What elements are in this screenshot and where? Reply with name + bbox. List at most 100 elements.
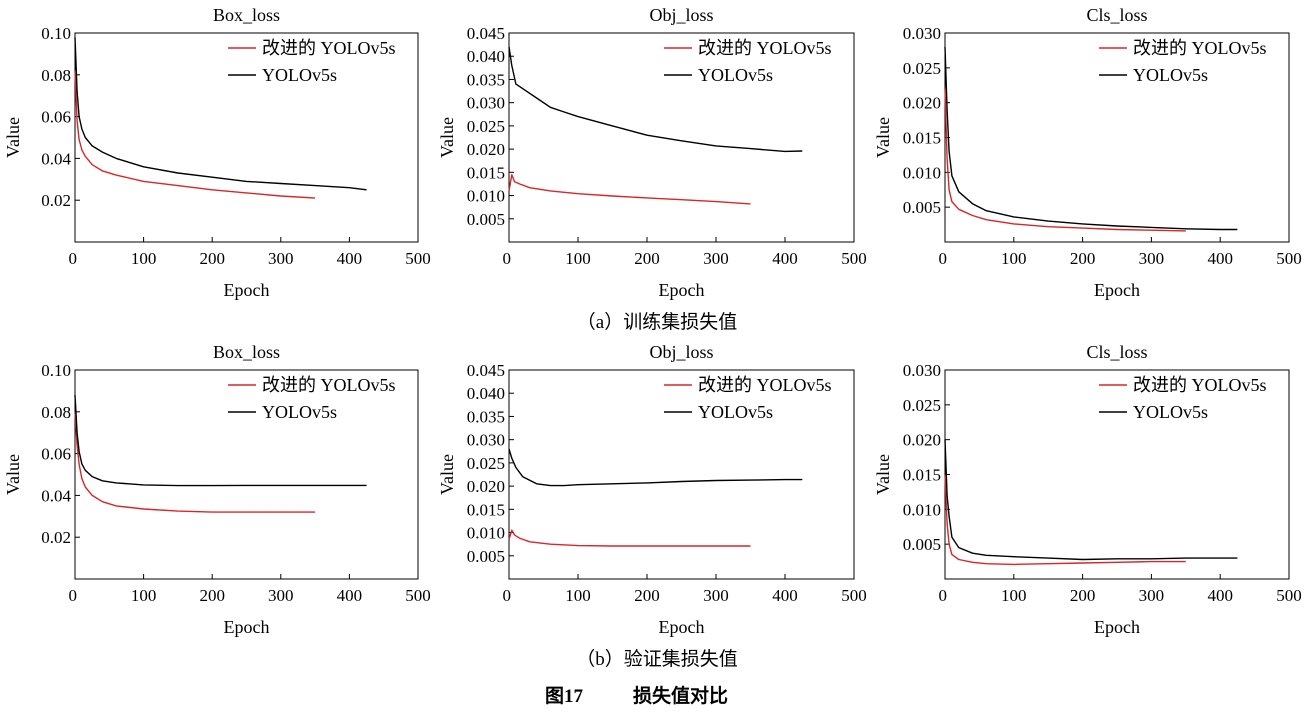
x-tick-label: 500: [405, 249, 431, 268]
legend-label: YOLOv5s: [698, 65, 773, 85]
row-caption-validation: （b）验证集损失值: [576, 648, 738, 670]
y-tick-label: 0.030: [467, 94, 505, 113]
series-line-yolov5s: [944, 439, 1238, 561]
y-tick-label: 0.030: [467, 431, 505, 450]
row-caption-training: （a）训练集损失值: [577, 311, 737, 333]
legend-label: YOLOv5s: [262, 402, 337, 422]
y-axis-label: Value: [873, 117, 893, 158]
x-tick-label: 300: [268, 249, 294, 268]
y-tick-label: 0.10: [41, 24, 71, 43]
x-tick-label: 100: [1001, 586, 1027, 605]
x-axis-label: Epoch: [224, 617, 270, 637]
x-tick-label: 300: [1139, 249, 1165, 268]
chart-grid: Box_loss 0 100 200 300 400 500 0.02 0.04 0.06 0.08…: [3, 5, 1302, 637]
y-tick-label: 0.025: [903, 396, 941, 415]
chart-panel-5: Obj_loss 0 100 200 300 400 500 0.005 0.010 0.015 0…: [437, 342, 867, 637]
y-tick-label: 0.04: [41, 486, 71, 505]
x-tick-label: 300: [268, 586, 294, 605]
series-line-improved-yolov5s: [944, 88, 1186, 232]
y-tick-label: 0.020: [903, 431, 941, 450]
legend-label: 改进的 YOLOv5s: [262, 375, 396, 395]
chart-title: Box_loss: [213, 342, 280, 362]
series-line-improved-yolov5s: [74, 70, 316, 199]
y-tick-label: 0.010: [467, 524, 505, 543]
x-axis-label: Epoch: [659, 617, 705, 637]
y-tick-label: 0.02: [41, 528, 71, 547]
x-tick-label: 100: [565, 586, 591, 605]
x-tick-label: 500: [841, 249, 867, 268]
plot-frame: [944, 369, 1290, 580]
chart-panel-1: Box_loss 0 100 200 300 400 500 0.02 0.04 0.06 0.08…: [3, 5, 431, 300]
x-tick-label: 0: [939, 249, 948, 268]
chart-title: Box_loss: [213, 5, 280, 25]
x-tick-label: 400: [772, 249, 798, 268]
y-tick-label: 0.035: [467, 70, 505, 89]
y-axis-label: Value: [3, 117, 23, 158]
x-tick-label: 200: [634, 249, 660, 268]
x-tick-label: 500: [1276, 249, 1302, 268]
x-tick-label: 0: [69, 586, 78, 605]
x-axis-label: Epoch: [224, 280, 270, 300]
y-tick-label: 0.025: [903, 59, 941, 78]
y-tick-label: 0.015: [467, 500, 505, 519]
y-tick-label: 0.005: [467, 547, 505, 566]
y-tick-label: 0.045: [467, 24, 505, 43]
y-tick-label: 0.020: [467, 477, 505, 496]
x-tick-label: 400: [337, 249, 363, 268]
y-tick-label: 0.015: [903, 466, 941, 485]
legend-label: YOLOv5s: [262, 65, 337, 85]
series-line-yolov5s: [508, 448, 803, 487]
chart-panel-3: Cls_loss 0 100 200 300 400 500 0.005 0.010 0.015 0…: [873, 5, 1302, 300]
x-tick-label: 200: [199, 586, 225, 605]
legend-label: YOLOv5s: [1133, 402, 1208, 422]
y-tick-label: 0.030: [903, 361, 941, 380]
y-tick-label: 0.040: [467, 47, 505, 66]
x-tick-label: 400: [1207, 249, 1233, 268]
y-tick-label: 0.045: [467, 361, 505, 380]
y-tick-label: 0.02: [41, 191, 71, 210]
y-tick-label: 0.020: [467, 140, 505, 159]
x-tick-label: 400: [772, 586, 798, 605]
plot-frame: [508, 369, 855, 580]
x-tick-label: 200: [1070, 249, 1096, 268]
y-tick-label: 0.005: [903, 535, 941, 554]
x-tick-label: 0: [503, 586, 512, 605]
legend-label: 改进的 YOLOv5s: [698, 375, 832, 395]
series-line-yolov5s: [944, 46, 1238, 231]
y-tick-label: 0.010: [903, 500, 941, 519]
chart-panel-2: Obj_loss 0 100 200 300 400 500 0.005 0.010 0.015 0…: [437, 5, 867, 300]
x-tick-label: 0: [503, 249, 512, 268]
x-tick-label: 300: [1139, 586, 1165, 605]
x-tick-label: 500: [1276, 586, 1302, 605]
x-tick-label: 0: [939, 586, 948, 605]
series-line-yolov5s: [74, 37, 367, 191]
series-line-improved-yolov5s: [944, 474, 1186, 566]
chart-panel-4: Box_loss 0 100 200 300 400 500 0.02 0.04 0.06 0.08…: [3, 342, 431, 637]
y-tick-label: 0.020: [903, 94, 941, 113]
chart-title: Cls_loss: [1086, 342, 1147, 362]
figure-number: 图17: [545, 685, 584, 707]
series-line-yolov5s: [508, 46, 803, 153]
x-tick-label: 500: [405, 586, 431, 605]
y-tick-label: 0.10: [41, 361, 71, 380]
y-tick-label: 0.010: [467, 187, 505, 206]
x-tick-label: 200: [199, 249, 225, 268]
x-tick-label: 300: [703, 249, 729, 268]
plot-frame: [74, 369, 419, 580]
legend-label: 改进的 YOLOv5s: [1133, 375, 1267, 395]
y-tick-label: 0.035: [467, 407, 505, 426]
y-tick-label: 0.005: [903, 198, 941, 217]
x-axis-label: Epoch: [1094, 617, 1140, 637]
x-tick-label: 100: [1001, 249, 1027, 268]
y-tick-label: 0.08: [41, 403, 71, 422]
x-axis-label: Epoch: [659, 280, 705, 300]
legend-label: YOLOv5s: [698, 402, 773, 422]
y-tick-label: 0.015: [903, 129, 941, 148]
chart-title: Obj_loss: [649, 342, 713, 362]
y-tick-label: 0.010: [903, 163, 941, 182]
y-tick-label: 0.06: [41, 445, 71, 464]
x-tick-label: 300: [703, 586, 729, 605]
chart-title: Cls_loss: [1086, 5, 1147, 25]
y-axis-label: Value: [437, 454, 457, 495]
y-tick-label: 0.06: [41, 108, 71, 127]
